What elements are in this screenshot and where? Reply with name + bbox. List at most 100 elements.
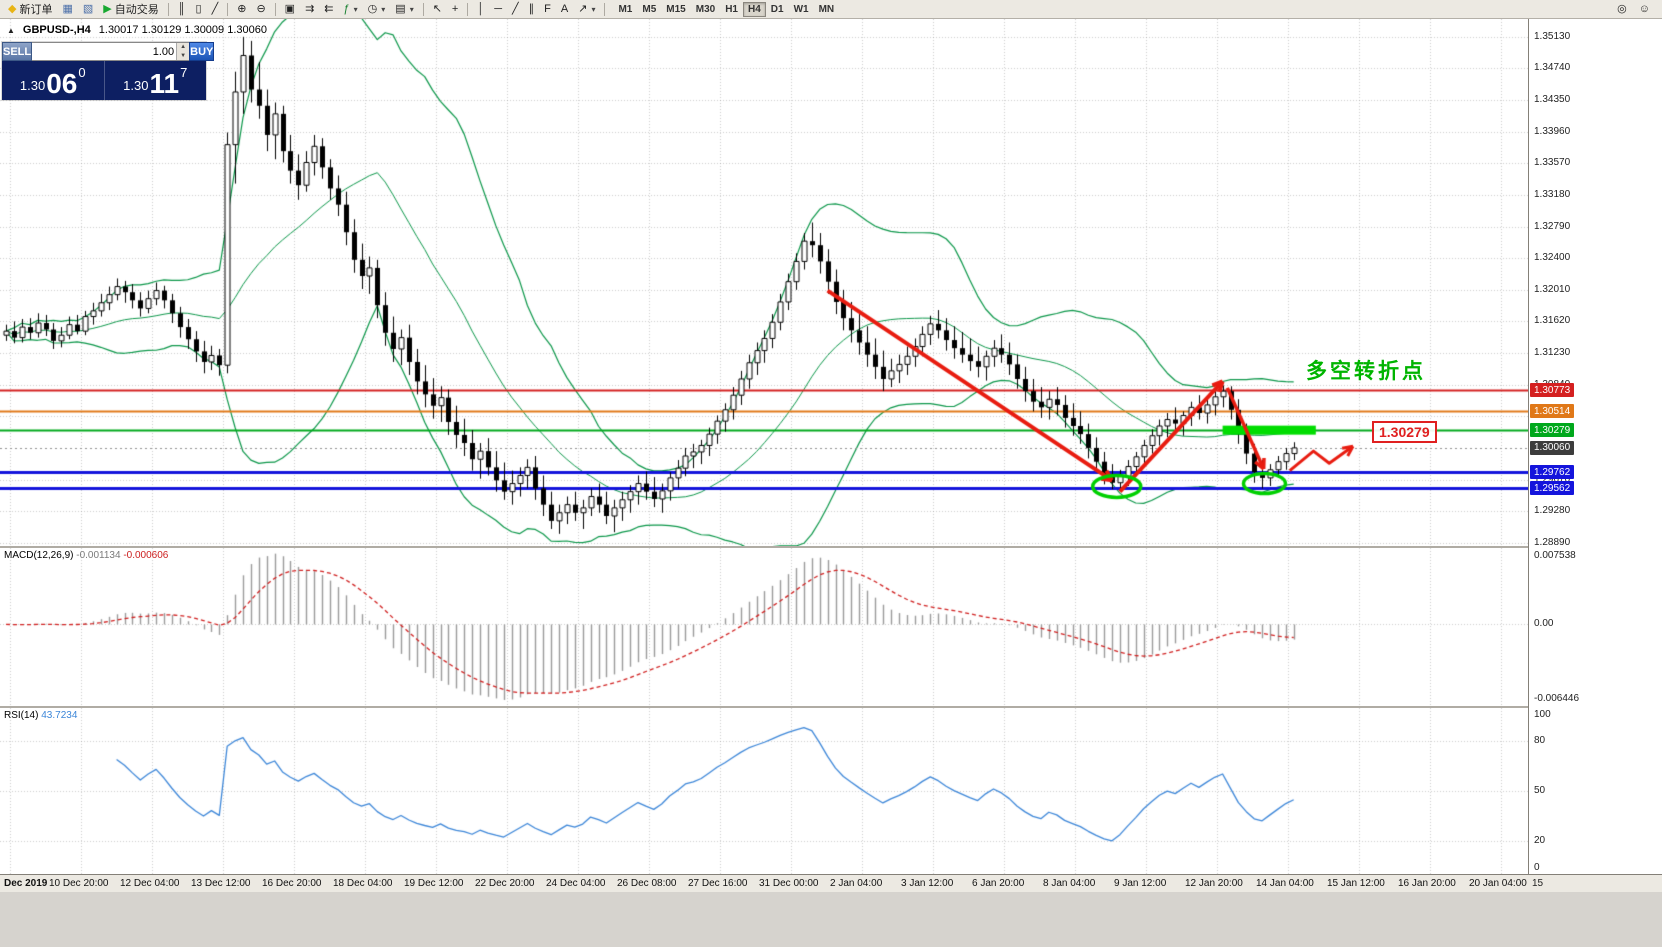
auto-scroll-icon: ⇉ (305, 2, 315, 15)
volume-spinner: ▲ ▼ (176, 43, 190, 60)
bid-price-big: 06 (46, 68, 78, 100)
timeframe-h1-button[interactable]: H1 (720, 2, 743, 17)
crosshair-button[interactable]: + (447, 1, 463, 18)
time-axis-label: 18 Dec 04:00 (333, 878, 393, 889)
collapse-one-click-icon[interactable]: ▲ (7, 25, 15, 35)
time-axis-label: 26 Dec 08:00 (617, 878, 677, 889)
line-chart-mode-button[interactable]: ╱ (207, 1, 224, 18)
auto-trading-label: 自动交易 (114, 4, 159, 16)
zoom-out-button[interactable]: ⊖ (251, 1, 270, 18)
current-price-tag: 1.30060 (1530, 440, 1575, 455)
time-axis-label: 9 Jan 12:00 (1114, 878, 1167, 889)
periods-icon: ◷ (367, 2, 378, 15)
timeframe-m1-button[interactable]: M1 (613, 2, 637, 17)
chevron-down-icon: ▾ (381, 4, 386, 14)
vertical-line-button[interactable]: │ (472, 1, 489, 18)
time-axis[interactable]: Dec 2019 10 Dec 20:00 12 Dec 04:00 13 Dec 1… (0, 874, 1662, 892)
pane-splitter[interactable] (0, 706, 1662, 708)
templates-button[interactable]: ▤ ▾ (390, 1, 418, 18)
time-axis-label: 8 Jan 04:00 (1043, 878, 1096, 889)
chart-title: ▲ GBPUSD-,H4 1.30017 1.30129 1.30009 1.3… (7, 24, 267, 36)
toolbar-separator (227, 2, 229, 16)
timeframe-h4-button[interactable]: H4 (742, 1, 766, 17)
volume-up-icon[interactable]: ▲ (177, 43, 190, 52)
rsi-scale-label: 100 (1534, 709, 1551, 720)
new-order-icon: ◆ (8, 2, 17, 15)
rsi-scale-label: 80 (1534, 735, 1546, 747)
charts-window-button[interactable]: ▦ (57, 1, 77, 18)
cursor-button[interactable]: ↖ (428, 1, 447, 18)
fibonacci-retracement-icon: F (544, 2, 551, 15)
volume-down-icon[interactable]: ▼ (177, 51, 190, 60)
time-axis-corner-label: 15 (1532, 878, 1544, 889)
macd-scale-label: 0.007538 (1534, 550, 1576, 561)
tile-windows-button[interactable]: ▣ (280, 1, 300, 18)
arrow-tools-icon: ↗ (578, 2, 588, 15)
time-axis-label: 24 Dec 04:00 (546, 878, 606, 889)
toolbar-separator (422, 2, 424, 16)
timeframe-mn-button[interactable]: MN (814, 2, 840, 17)
buy-button[interactable]: BUY (189, 42, 215, 61)
turning-point-annotation[interactable]: 多空转折点 (1306, 360, 1426, 383)
smiley-icon: ☺ (1638, 2, 1650, 15)
horizontal-line-icon: ─ (494, 2, 503, 15)
time-axis-label: 27 Dec 16:00 (688, 878, 748, 889)
sell-button[interactable]: SELL (2, 42, 33, 61)
time-axis-label: 12 Jan 20:00 (1185, 878, 1243, 889)
community-button[interactable]: ◎ (1612, 1, 1632, 18)
main-chart-canvas[interactable] (0, 19, 1528, 546)
price-level-tag: 1.30773 (1530, 383, 1575, 398)
chart-shift-button[interactable]: ⇇ (319, 1, 338, 18)
trendline-button[interactable]: ╱ (507, 1, 524, 18)
chevron-down-icon: ▾ (409, 4, 414, 14)
toolbar-separator (467, 2, 469, 16)
vertical-line-icon: │ (477, 2, 485, 15)
timeframe-m5-button[interactable]: M5 (637, 2, 661, 17)
equidistant-channel-button[interactable]: ∥ (524, 1, 540, 18)
fibonacci-retracement-button[interactable]: F (539, 1, 556, 18)
timeframe-d1-button[interactable]: D1 (766, 2, 789, 17)
toolbar-separator (604, 2, 606, 16)
timeframe-m30-button[interactable]: M30 (691, 2, 720, 17)
time-axis-label: 16 Dec 20:00 (262, 878, 322, 889)
auto-trading-button[interactable]: ▶ 自动交易 (98, 1, 163, 18)
bar-chart-mode-button[interactable]: ║ (173, 1, 191, 18)
pane-splitter[interactable] (0, 546, 1662, 548)
new-order-button[interactable]: ◆ 新订单 (3, 1, 57, 18)
zoom-in-button[interactable]: ⊕ (232, 1, 251, 18)
zoom-in-icon: ⊕ (237, 2, 247, 15)
text-label-button[interactable]: A (556, 1, 573, 18)
periods-button[interactable]: ◷ ▾ (363, 1, 391, 18)
rsi-canvas[interactable] (0, 708, 1528, 874)
timeframe-m15-button[interactable]: M15 (661, 2, 690, 17)
price-tick-label: 1.32010 (1534, 283, 1571, 295)
new-order-label: 新订单 (19, 4, 53, 16)
rsi-value: 43.7234 (41, 710, 78, 721)
macd-canvas[interactable] (0, 548, 1528, 706)
price-callout-label[interactable]: 1.30279 (1372, 421, 1437, 443)
indicators-button[interactable]: ƒ ▾ (339, 1, 363, 18)
horizontal-line-button[interactable]: ─ (489, 1, 507, 18)
toolbar-main-buttons: ◆ 新订单 ▦ ▧ ▶ 自动交易 ║ ▯ ╱ ⊕ ⊖ ▣ ⇉ ⇇ ƒ ▾ ◷ ▾ ▤ ▾ ↖ + │ ─ ╱ ∥ F A ↗ ▾ (3, 1, 609, 18)
charts-window-icon: ▦ (62, 2, 73, 15)
price-tick-label: 1.33570 (1534, 157, 1571, 169)
candlestick-mode-button[interactable]: ▯ (191, 1, 207, 18)
price-tick-label: 1.33180 (1534, 188, 1571, 200)
bottom-empty-strip (0, 892, 1662, 947)
timeframe-w1-button[interactable]: W1 (789, 2, 814, 17)
ask-price-head: 1.30 (123, 78, 149, 93)
auto-scroll-button[interactable]: ⇉ (300, 1, 319, 18)
rsi-scale-label: 0 (1534, 862, 1540, 873)
bid-price-head: 1.30 (19, 78, 46, 93)
macd-scale-label: 0.00 (1534, 618, 1554, 630)
arrow-tools-button[interactable]: ↗ ▾ (573, 1, 600, 18)
volume-input[interactable] (32, 43, 177, 60)
zoom-out-icon: ⊖ (256, 2, 266, 15)
macd-value-signal: -0.000606 (123, 550, 169, 561)
profiles-button[interactable]: ▧ (78, 1, 98, 18)
price-tick-label: 1.28890 (1534, 536, 1571, 548)
bid-price-sup: 0 (78, 65, 86, 80)
price-scale[interactable]: 1.35130 1.34740 1.34350 1.33960 1.33570 1.331… (1528, 19, 1662, 874)
time-axis-label: 20 Jan 04:00 (1469, 878, 1527, 889)
smiley-button[interactable]: ☺ (1634, 1, 1655, 18)
